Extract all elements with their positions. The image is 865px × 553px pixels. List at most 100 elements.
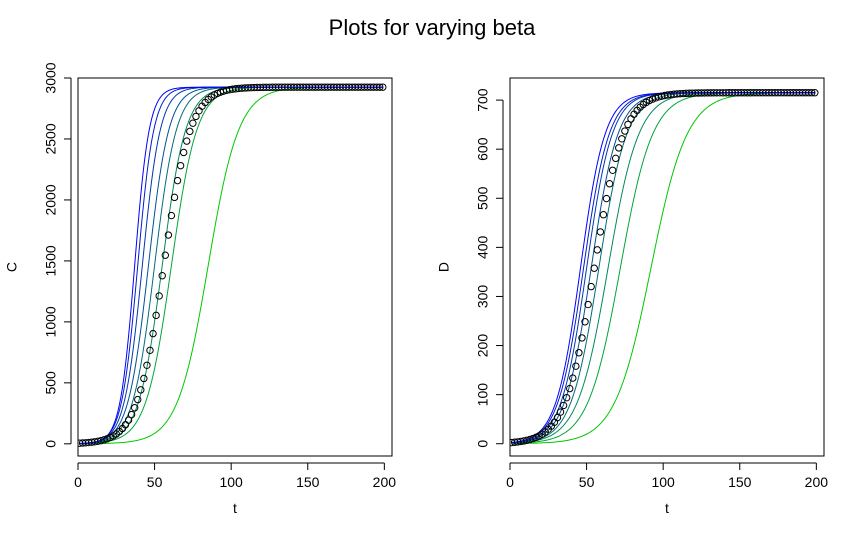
x-tick-label: 50: [147, 474, 163, 490]
observed-point: [140, 374, 148, 383]
x-tick-label: 150: [296, 474, 320, 490]
observed-point: [624, 120, 632, 129]
observed-point: [590, 264, 598, 272]
observed-point: [621, 127, 629, 135]
observed-point: [605, 180, 614, 188]
observed-point: [376, 83, 384, 91]
x-tick-label: 150: [728, 474, 752, 490]
observed-point: [553, 413, 562, 422]
observed-point: [627, 115, 635, 123]
model-curve: [79, 86, 383, 445]
observed-point: [562, 393, 571, 402]
y-tick-label: 3000: [43, 62, 59, 93]
observed-point: [599, 211, 608, 219]
y-tick-label: 2000: [43, 184, 59, 215]
observed-point: [146, 346, 154, 355]
model-curve: [511, 92, 815, 444]
observed-point: [179, 148, 188, 157]
observed-point: [584, 300, 592, 309]
observed-point: [578, 334, 586, 342]
observed-point: [167, 211, 176, 220]
observed-point: [808, 89, 816, 97]
y-tick-label: 1500: [43, 245, 59, 276]
observed-point: [143, 361, 151, 369]
x-axis: 0 50 100 150 200 t: [74, 462, 397, 516]
panel-c: 0 50 100 150 200 t 0 500 1000 1500 2000 2500 3000 C: [4, 62, 397, 516]
y-tick-label: 1000: [43, 306, 59, 337]
observed-point: [183, 137, 191, 145]
model-curve: [79, 86, 383, 444]
observed-point: [195, 107, 203, 115]
y-tick-label: 300: [475, 285, 491, 309]
plot-frame: [509, 77, 825, 457]
x-tick-label: 0: [506, 474, 514, 490]
observed-point: [618, 135, 626, 143]
observed-point: [173, 176, 182, 185]
x-axis-title: t: [233, 500, 237, 516]
observed-point: [134, 395, 142, 404]
observed-point: [581, 318, 589, 326]
observed-point: [164, 231, 173, 239]
observed-point: [130, 404, 139, 412]
observed-point: [379, 83, 387, 91]
observed-point: [127, 410, 136, 419]
x-tick-label: 200: [373, 474, 397, 490]
model-curve: [511, 92, 815, 443]
x-tick-label: 100: [219, 474, 243, 490]
observed-point: [152, 311, 160, 320]
observed-point: [192, 112, 200, 121]
y-tick-label: 0: [475, 440, 491, 448]
y-axis-title: C: [4, 262, 20, 272]
x-tick-label: 0: [74, 474, 82, 490]
observed-point: [137, 386, 145, 394]
observed-point: [170, 193, 179, 202]
plot-frame: [77, 77, 393, 457]
observed-point: [575, 349, 583, 357]
observed-point: [566, 384, 574, 393]
figure-title: Plots for varying beta: [329, 15, 536, 40]
observed-point: [569, 374, 577, 382]
observed-point: [602, 194, 611, 203]
observed-point: [572, 362, 580, 370]
observed-point: [593, 246, 602, 254]
x-tick-label: 50: [579, 474, 595, 490]
model-curve: [79, 86, 383, 444]
y-tick-label: 200: [475, 334, 491, 358]
observed-point: [158, 272, 166, 280]
observed-point: [615, 144, 623, 152]
model-curve: [511, 92, 815, 444]
observed-point: [149, 329, 157, 338]
x-axis-title: t: [665, 500, 669, 516]
model-curve: [511, 92, 815, 444]
observed-point: [155, 292, 163, 300]
observed-point: [811, 89, 819, 97]
x-tick-label: 100: [651, 474, 675, 490]
y-tick-label: 2500: [43, 123, 59, 154]
y-axis: 0 500 1000 1500 2000 2500 3000 C: [4, 62, 72, 448]
observed-point: [556, 408, 565, 416]
model-curve: [79, 86, 383, 445]
y-axis-title: D: [436, 262, 452, 272]
observed-point: [611, 154, 620, 163]
observed-point: [124, 416, 133, 424]
observed-point: [161, 251, 170, 259]
y-tick-label: 500: [475, 186, 491, 210]
model-curve: [79, 86, 383, 445]
panel-d: 0 50 100 150 200 t 0 100 200 300 400 500 600 700 D: [436, 77, 829, 516]
model-curve: [511, 92, 815, 444]
observed-point: [176, 161, 185, 170]
model-curve: [79, 86, 383, 444]
observed-point: [100, 436, 108, 444]
y-axis: 0 100 200 300 400 500 600 700 D: [436, 88, 504, 448]
y-tick-label: 0: [43, 440, 59, 448]
observed-point: [587, 282, 595, 291]
curves: [510, 89, 819, 447]
x-tick-label: 200: [805, 474, 829, 490]
model-curve: [79, 86, 383, 444]
y-tick-label: 500: [43, 371, 59, 395]
model-curve: [79, 86, 383, 445]
model-curve: [511, 92, 815, 445]
y-tick-label: 600: [475, 137, 491, 161]
model-curve: [511, 92, 815, 444]
